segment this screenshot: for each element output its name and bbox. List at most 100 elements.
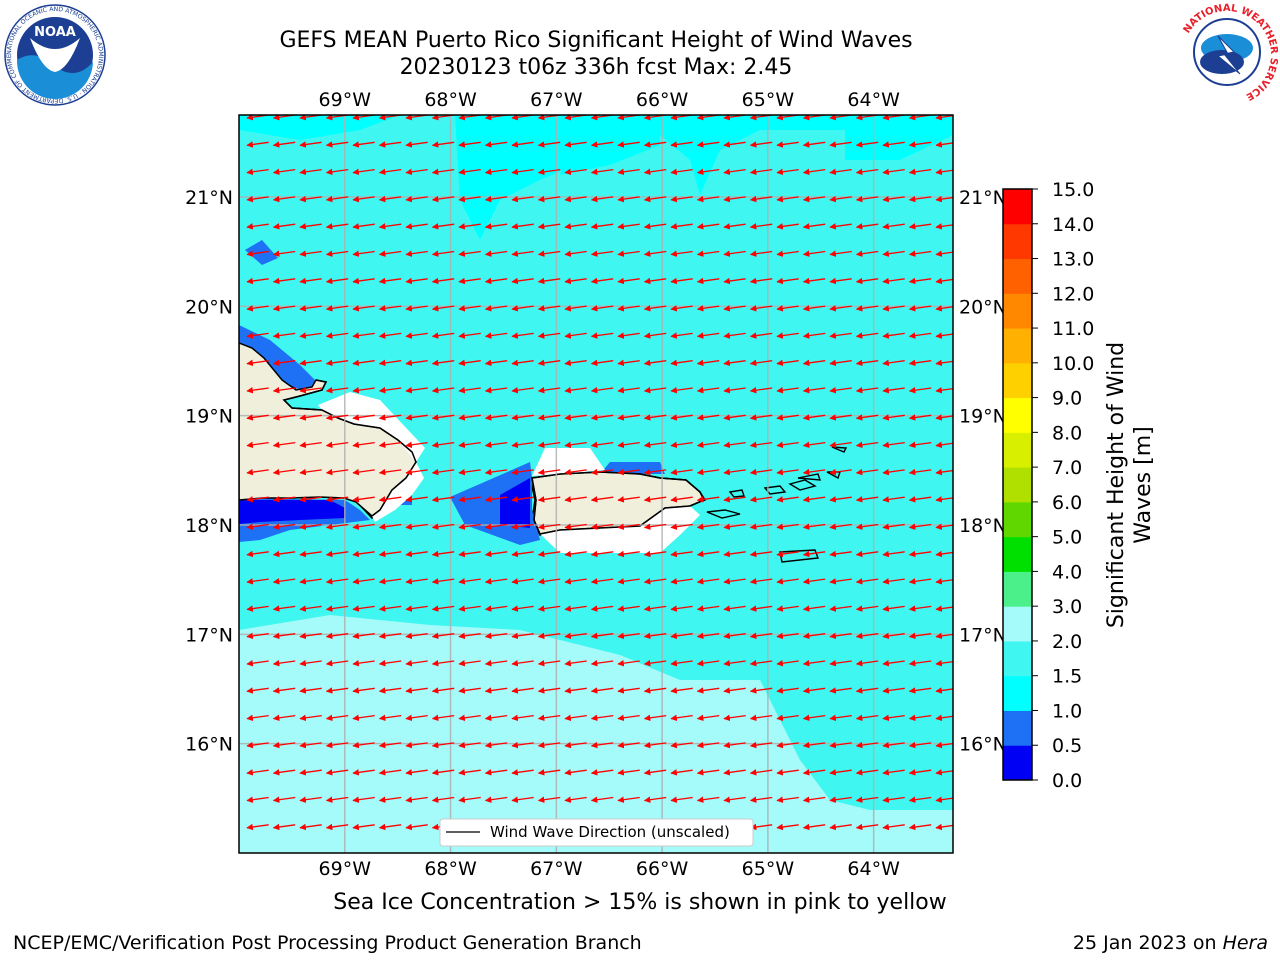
wave-arrow — [696, 359, 720, 367]
wave-arrow — [749, 441, 773, 449]
colorbar-tick-label: 6.0 — [1052, 492, 1082, 514]
wave-arrow — [352, 796, 375, 803]
wave-arrow — [617, 632, 640, 640]
wave-arrow — [670, 441, 693, 449]
wave-arrow — [511, 441, 534, 449]
wave-arrow — [564, 386, 587, 394]
wave-arrow — [352, 305, 375, 312]
wave-arrow — [696, 441, 720, 449]
wave-arrow — [696, 168, 720, 176]
wave-arrow — [272, 168, 296, 176]
wave-arrow — [617, 714, 640, 722]
wave-arrow — [511, 687, 534, 694]
colorbar-label-line2: Waves [m] — [1131, 426, 1156, 543]
wave-arrow — [696, 468, 720, 476]
wave-arrow — [617, 168, 640, 176]
wave-arrow — [246, 496, 269, 503]
wave-arrow — [484, 332, 508, 339]
wave-arrow — [378, 305, 402, 312]
wave-arrow — [246, 796, 269, 803]
wave-arrow — [855, 659, 879, 667]
wave-arrow — [564, 468, 587, 476]
wave-arrow — [299, 414, 322, 421]
wave-arrow — [749, 277, 773, 285]
wave-arrow — [882, 195, 905, 203]
wave-arrow — [537, 496, 561, 503]
wave-arrow — [855, 386, 879, 394]
wave-arrow — [829, 359, 852, 367]
wave-arrow — [935, 195, 953, 203]
wave-arrow — [643, 223, 667, 230]
colorbar-swatch — [1003, 501, 1032, 538]
wave-arrow — [643, 195, 667, 203]
wave-arrow — [405, 141, 428, 148]
wave-arrow — [908, 632, 932, 640]
wave-arrow — [378, 468, 402, 476]
wave-arrow — [484, 277, 508, 285]
wave-arrow — [431, 496, 455, 503]
wave-arrow — [908, 578, 932, 585]
wave-arrow — [723, 277, 746, 285]
wave-arrow — [511, 605, 534, 612]
wave-arrow — [829, 659, 852, 667]
noaa-logo-text: NOAA — [34, 25, 76, 40]
wave-arrow — [272, 632, 296, 640]
wave-arrow — [299, 332, 322, 339]
wave-arrow — [458, 195, 481, 203]
wave-arrow — [802, 414, 826, 421]
wave-arrow — [829, 250, 852, 257]
colorbar-tick-label: 14.0 — [1052, 214, 1094, 236]
lon-label-top: 69°W — [319, 89, 372, 111]
wave-arrow — [723, 796, 746, 803]
wave-arrow — [272, 195, 296, 203]
wave-arrow — [246, 168, 269, 176]
lon-label-top: 66°W — [636, 89, 689, 111]
wave-arrow — [272, 141, 296, 148]
lat-label-right: 19°N — [959, 406, 1007, 428]
wave-arrow — [670, 741, 693, 749]
wave-arrow — [882, 523, 905, 530]
wave-arrow — [431, 141, 455, 148]
wave-arrow — [378, 223, 402, 230]
wave-arrow — [484, 578, 508, 585]
wave-arrow — [484, 550, 508, 558]
wave-arrow — [908, 305, 932, 312]
wave-arrow — [537, 796, 561, 803]
wave-arrow — [855, 277, 879, 285]
wave-arrow — [511, 468, 534, 476]
wave-arrow — [246, 523, 269, 530]
wave-arrow — [590, 796, 614, 803]
wave-arrow — [431, 659, 455, 667]
nws-logo: NATIONAL WEATHER SERVICE — [1177, 0, 1279, 102]
colorbar-swatch — [1003, 640, 1032, 677]
wave-arrow — [246, 605, 269, 612]
wave-arrow — [617, 496, 640, 503]
wave-arrow — [325, 277, 349, 285]
colorbar-tick-label: 1.0 — [1052, 700, 1082, 722]
wave-arrow — [590, 632, 614, 640]
wave-arrow — [299, 168, 322, 176]
wave-arrow — [484, 659, 508, 667]
wave-arrow — [643, 386, 667, 394]
wave-arrow — [643, 769, 667, 776]
wave-arrow — [246, 468, 269, 476]
wave-arrow — [564, 168, 587, 176]
wave-arrow — [908, 168, 932, 176]
wave-arrow — [325, 523, 349, 530]
wave-arrow — [935, 141, 953, 148]
wave-arrow — [352, 687, 375, 694]
wave-arrow — [802, 168, 826, 176]
wave-arrow — [246, 414, 269, 421]
wave-arrow — [908, 550, 932, 558]
wave-arrow — [855, 714, 879, 722]
wave-arrow — [829, 687, 852, 694]
wave-arrow — [617, 659, 640, 667]
wave-arrow — [590, 141, 614, 148]
wave-arrow — [458, 332, 481, 339]
wave-arrow — [802, 605, 826, 612]
wave-arrow — [352, 223, 375, 230]
wave-arrow — [458, 305, 481, 312]
colorbar-ticks: 0.0 0.5 1.0 1.5 2.0 3.0 4.0 5.0 6.0 7.0 8.0 9.0 10.0… — [1032, 179, 1094, 792]
wave-arrow — [325, 223, 349, 230]
wave-arrow — [855, 468, 879, 476]
